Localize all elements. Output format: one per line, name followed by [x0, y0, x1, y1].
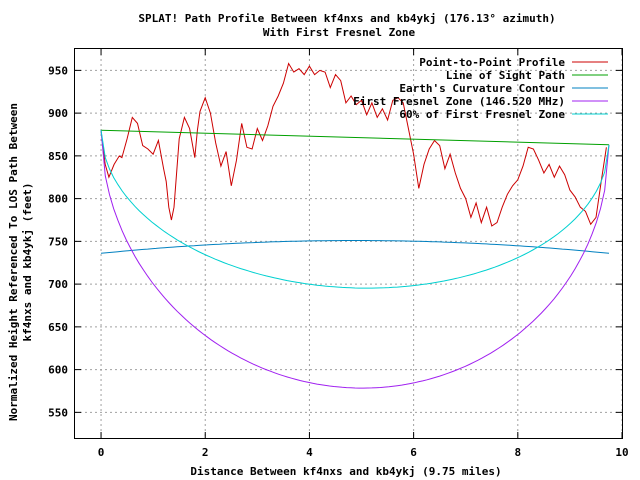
series-line-2 — [100, 240, 610, 254]
series-layer — [100, 62, 610, 389]
y-tick-label-0: 550 — [48, 406, 68, 419]
y-tick-label-3: 700 — [48, 278, 68, 291]
chart-title: SPLAT! Path Profile Between kf4nxs and k… — [138, 12, 555, 25]
legend-label-3: First Fresnel Zone (146.520 MHz) — [353, 95, 565, 108]
series-line-1 — [100, 129, 610, 146]
y-tick-label-7: 900 — [48, 107, 68, 120]
x-tick-label-0: 0 — [98, 446, 105, 459]
y-tick-label-1: 600 — [48, 364, 68, 377]
x-tick-label-1: 2 — [202, 446, 209, 459]
y-tick-label-2: 650 — [48, 321, 68, 334]
y-axis-label-line1: Normalized Height Referenced To LOS Path… — [7, 103, 20, 421]
plot-frame — [74, 48, 623, 439]
y-tick-label-4: 750 — [48, 235, 68, 248]
x-tick-label-3: 6 — [410, 446, 417, 459]
x-axis-label: Distance Between kf4nxs and kb4ykj (9.75… — [190, 465, 501, 478]
y-tick-label-8: 950 — [48, 64, 68, 77]
legend-label-2: Earth's Curvature Contour — [399, 82, 565, 95]
chart-subtitle: With First Fresnel Zone — [263, 26, 416, 39]
series-line-3 — [100, 130, 610, 389]
y-axis-label-line2: kf4nxs and kb4ykj (feet) — [21, 183, 34, 342]
x-tick-label-2: 4 — [306, 446, 313, 459]
legend-label-0: Point-to-Point Profile — [419, 56, 565, 69]
series-line-0 — [100, 62, 607, 227]
y-tick-label-5: 800 — [48, 193, 68, 206]
legend-label-1: Line of Sight Path — [446, 69, 565, 82]
x-tick-label-5: 10 — [615, 446, 628, 459]
x-tick-label-4: 8 — [514, 446, 521, 459]
series-line-4 — [100, 130, 610, 289]
legend-label-4: 60% of First Fresnel Zone — [399, 108, 565, 121]
y-tick-label-6: 850 — [48, 150, 68, 163]
grid-lines — [75, 49, 623, 438]
